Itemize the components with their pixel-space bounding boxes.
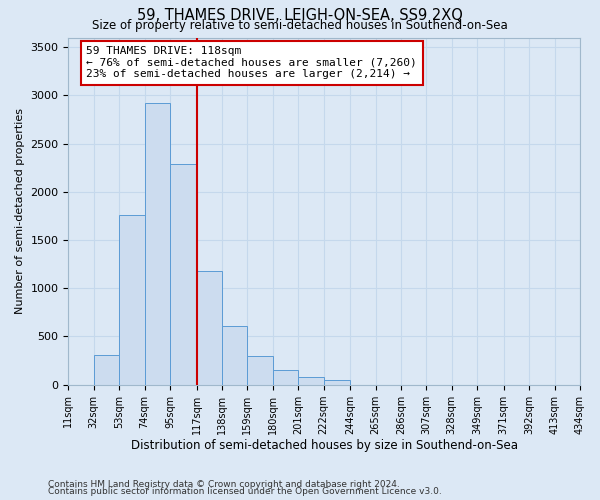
Text: Size of property relative to semi-detached houses in Southend-on-Sea: Size of property relative to semi-detach…	[92, 18, 508, 32]
X-axis label: Distribution of semi-detached houses by size in Southend-on-Sea: Distribution of semi-detached houses by …	[131, 440, 518, 452]
Bar	[298, 378, 323, 384]
Bar	[197, 272, 222, 384]
Text: Contains public sector information licensed under the Open Government Licence v3: Contains public sector information licen…	[48, 487, 442, 496]
Y-axis label: Number of semi-detached properties: Number of semi-detached properties	[15, 108, 25, 314]
Bar	[247, 356, 273, 384]
Bar	[170, 164, 197, 384]
Text: Contains HM Land Registry data © Crown copyright and database right 2024.: Contains HM Land Registry data © Crown c…	[48, 480, 400, 489]
Bar	[222, 326, 247, 384]
Bar	[145, 103, 170, 384]
Bar	[323, 380, 350, 384]
Bar	[94, 355, 119, 384]
Text: 59 THAMES DRIVE: 118sqm
← 76% of semi-detached houses are smaller (7,260)
23% of: 59 THAMES DRIVE: 118sqm ← 76% of semi-de…	[86, 46, 417, 80]
Bar	[119, 215, 145, 384]
Bar	[273, 370, 298, 384]
Text: 59, THAMES DRIVE, LEIGH-ON-SEA, SS9 2XQ: 59, THAMES DRIVE, LEIGH-ON-SEA, SS9 2XQ	[137, 8, 463, 22]
